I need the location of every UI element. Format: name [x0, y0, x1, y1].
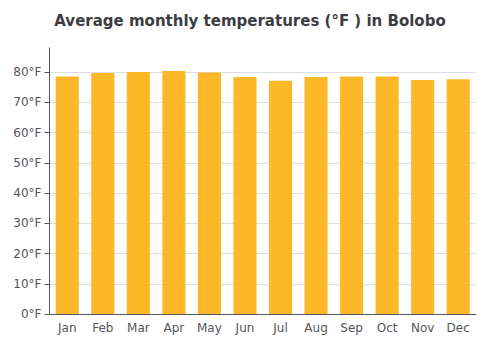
svg-text:Mar: Mar: [127, 321, 150, 335]
svg-text:Jun: Jun: [235, 321, 255, 335]
svg-text:60°F: 60°F: [13, 126, 41, 140]
svg-text:Nov: Nov: [411, 321, 434, 335]
svg-text:Sep: Sep: [340, 321, 363, 335]
svg-text:20°F: 20°F: [13, 247, 41, 261]
svg-text:Apr: Apr: [163, 321, 184, 335]
svg-text:May: May: [197, 321, 222, 335]
svg-text:0°F: 0°F: [21, 307, 42, 321]
svg-text:80°F: 80°F: [13, 65, 41, 79]
svg-text:70°F: 70°F: [13, 95, 41, 109]
svg-text:40°F: 40°F: [13, 186, 41, 200]
svg-text:Oct: Oct: [377, 321, 398, 335]
svg-text:30°F: 30°F: [13, 216, 41, 230]
svg-text:Jul: Jul: [272, 321, 287, 335]
svg-text:Aug: Aug: [304, 321, 327, 335]
svg-text:50°F: 50°F: [13, 156, 41, 170]
svg-text:Average monthly temperatures (: Average monthly temperatures (°F ) in Bo…: [54, 12, 445, 30]
svg-text:Jan: Jan: [57, 321, 77, 335]
svg-text:10°F: 10°F: [13, 277, 41, 291]
svg-text:Feb: Feb: [92, 321, 113, 335]
svg-text:Dec: Dec: [447, 321, 470, 335]
